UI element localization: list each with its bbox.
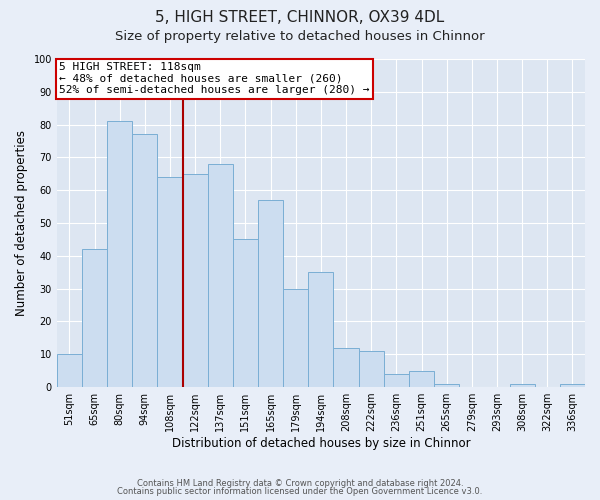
Bar [509,384,535,387]
Bar [409,370,434,387]
Bar [107,122,132,387]
Bar [434,384,459,387]
Bar [132,134,157,387]
Bar [157,177,182,387]
Text: Contains public sector information licensed under the Open Government Licence v3: Contains public sector information licen… [118,487,482,496]
Bar [208,164,233,387]
Bar [258,200,283,387]
Bar [334,348,359,387]
Bar [283,288,308,387]
Text: 5, HIGH STREET, CHINNOR, OX39 4DL: 5, HIGH STREET, CHINNOR, OX39 4DL [155,10,445,25]
Text: 5 HIGH STREET: 118sqm
← 48% of detached houses are smaller (260)
52% of semi-det: 5 HIGH STREET: 118sqm ← 48% of detached … [59,62,370,96]
Bar [182,174,208,387]
Bar [233,240,258,387]
X-axis label: Distribution of detached houses by size in Chinnor: Distribution of detached houses by size … [172,437,470,450]
Bar [82,250,107,387]
Bar [560,384,585,387]
Bar [308,272,334,387]
Bar [384,374,409,387]
Y-axis label: Number of detached properties: Number of detached properties [15,130,28,316]
Text: Size of property relative to detached houses in Chinnor: Size of property relative to detached ho… [115,30,485,43]
Bar [359,351,384,387]
Text: Contains HM Land Registry data © Crown copyright and database right 2024.: Contains HM Land Registry data © Crown c… [137,478,463,488]
Bar [57,354,82,387]
